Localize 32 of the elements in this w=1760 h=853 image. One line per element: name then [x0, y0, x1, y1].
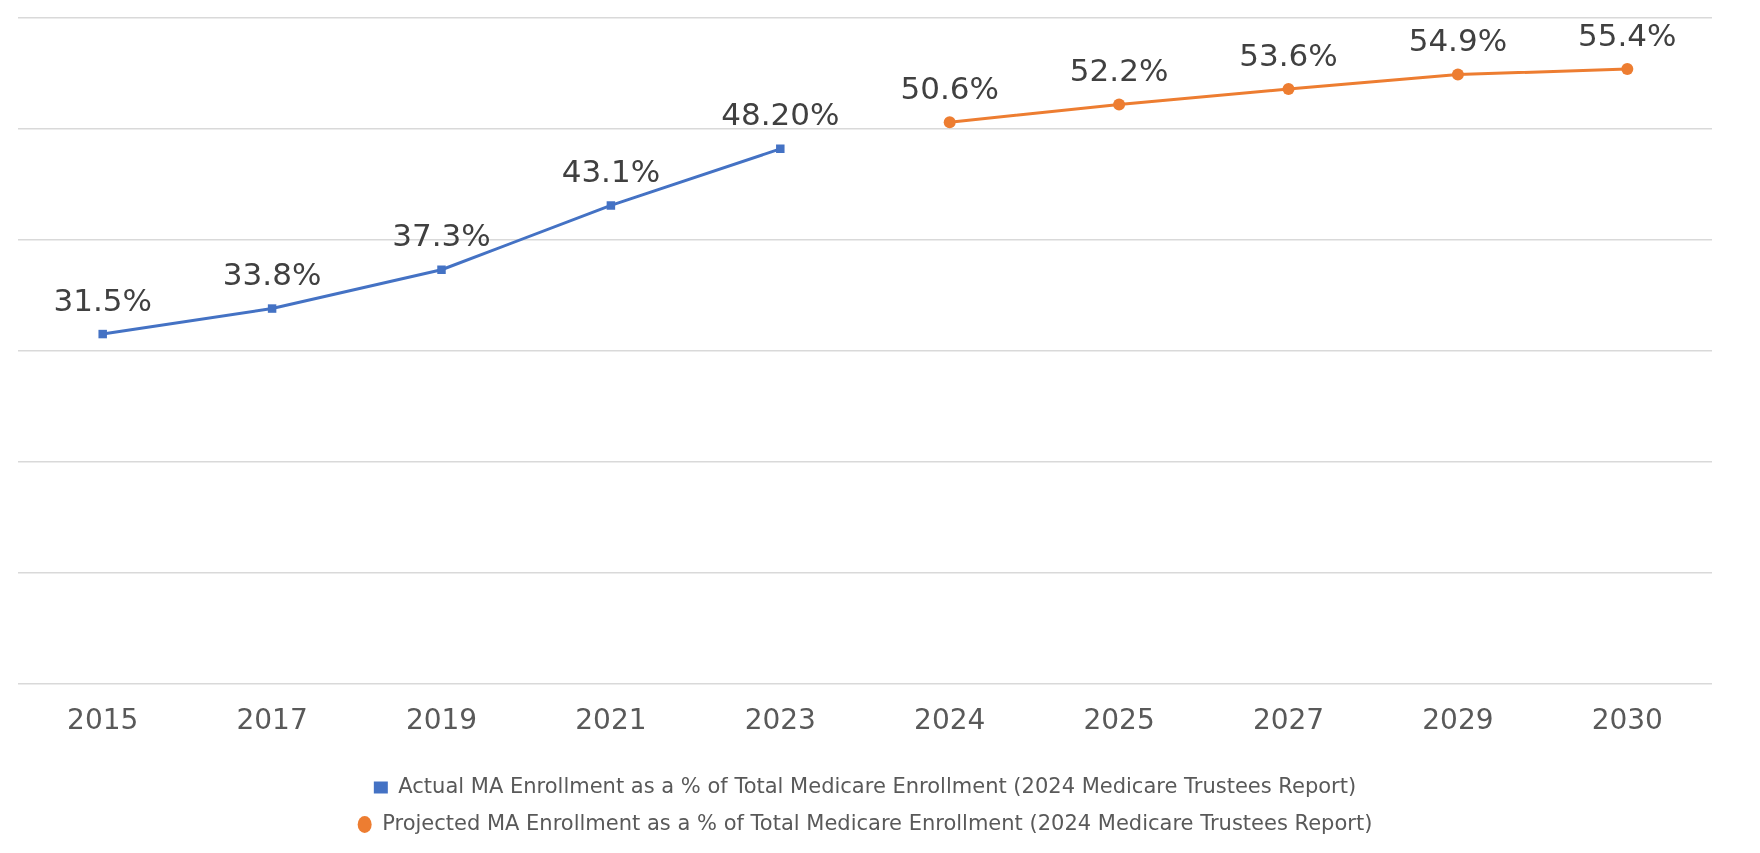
x-tick-label: 2015	[67, 703, 139, 737]
x-tick-label: 2024	[914, 703, 986, 737]
legend-label: Projected MA Enrollment as a % of Total Medicare Enrollment (2024 Medicare Trustees Report)	[382, 810, 1373, 835]
x-tick-label: 2023	[744, 703, 816, 737]
x-tick-label: 2025	[1083, 703, 1155, 737]
point	[776, 144, 785, 154]
legend-label: Actual MA Enrollment as a % of Total Medicare Enrollment (2024 Medicare Trustees Report)	[398, 773, 1357, 798]
data-label: 33.8%	[222, 256, 322, 293]
data-label: 53.6%	[1239, 36, 1338, 73]
data-label: 54.9%	[1408, 22, 1508, 59]
point	[1113, 98, 1126, 111]
data-label: 37.3%	[392, 217, 491, 254]
x-tick-label: 2030	[1591, 703, 1663, 737]
data-label: 31.5%	[53, 281, 152, 318]
x-tick-label: 2021	[575, 703, 647, 737]
data-label: 52.2%	[1069, 52, 1169, 89]
data-label: 50.6%	[900, 69, 999, 106]
point	[1282, 82, 1295, 95]
point	[606, 201, 616, 210]
point	[1451, 68, 1464, 81]
point	[267, 304, 277, 313]
point	[1621, 63, 1634, 76]
point	[943, 116, 956, 129]
data-label: 43.1%	[561, 152, 661, 189]
data-label: 55.4%	[1578, 16, 1677, 53]
x-tick-label: 2029	[1422, 703, 1494, 737]
data-label: 48.20%	[721, 96, 840, 133]
x-tick-label: 2027	[1252, 703, 1325, 737]
x-tick-label: 2017	[236, 703, 308, 737]
x-tick-label: 2019	[405, 703, 478, 737]
point	[437, 265, 446, 274]
point	[98, 329, 107, 339]
